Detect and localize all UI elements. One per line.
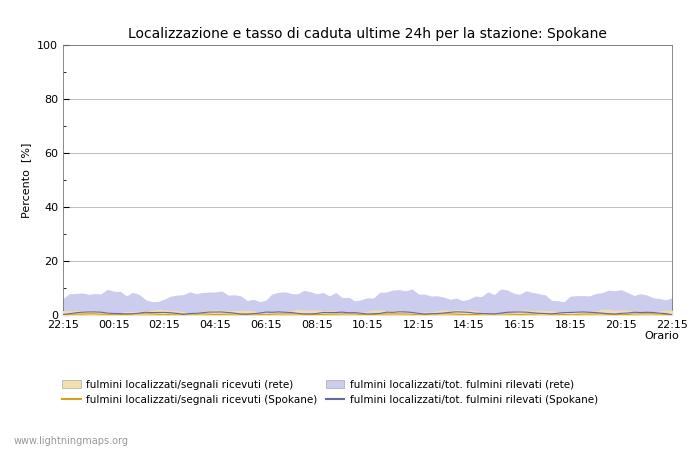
Title: Localizzazione e tasso di caduta ultime 24h per la stazione: Spokane: Localizzazione e tasso di caduta ultime … — [128, 27, 607, 41]
Text: www.lightningmaps.org: www.lightningmaps.org — [14, 436, 129, 446]
Y-axis label: Percento  [%]: Percento [%] — [22, 142, 32, 218]
Legend: fulmini localizzati/segnali ricevuti (rete), fulmini localizzati/segnali ricevut: fulmini localizzati/segnali ricevuti (re… — [62, 380, 598, 405]
Text: Orario: Orario — [644, 331, 679, 341]
